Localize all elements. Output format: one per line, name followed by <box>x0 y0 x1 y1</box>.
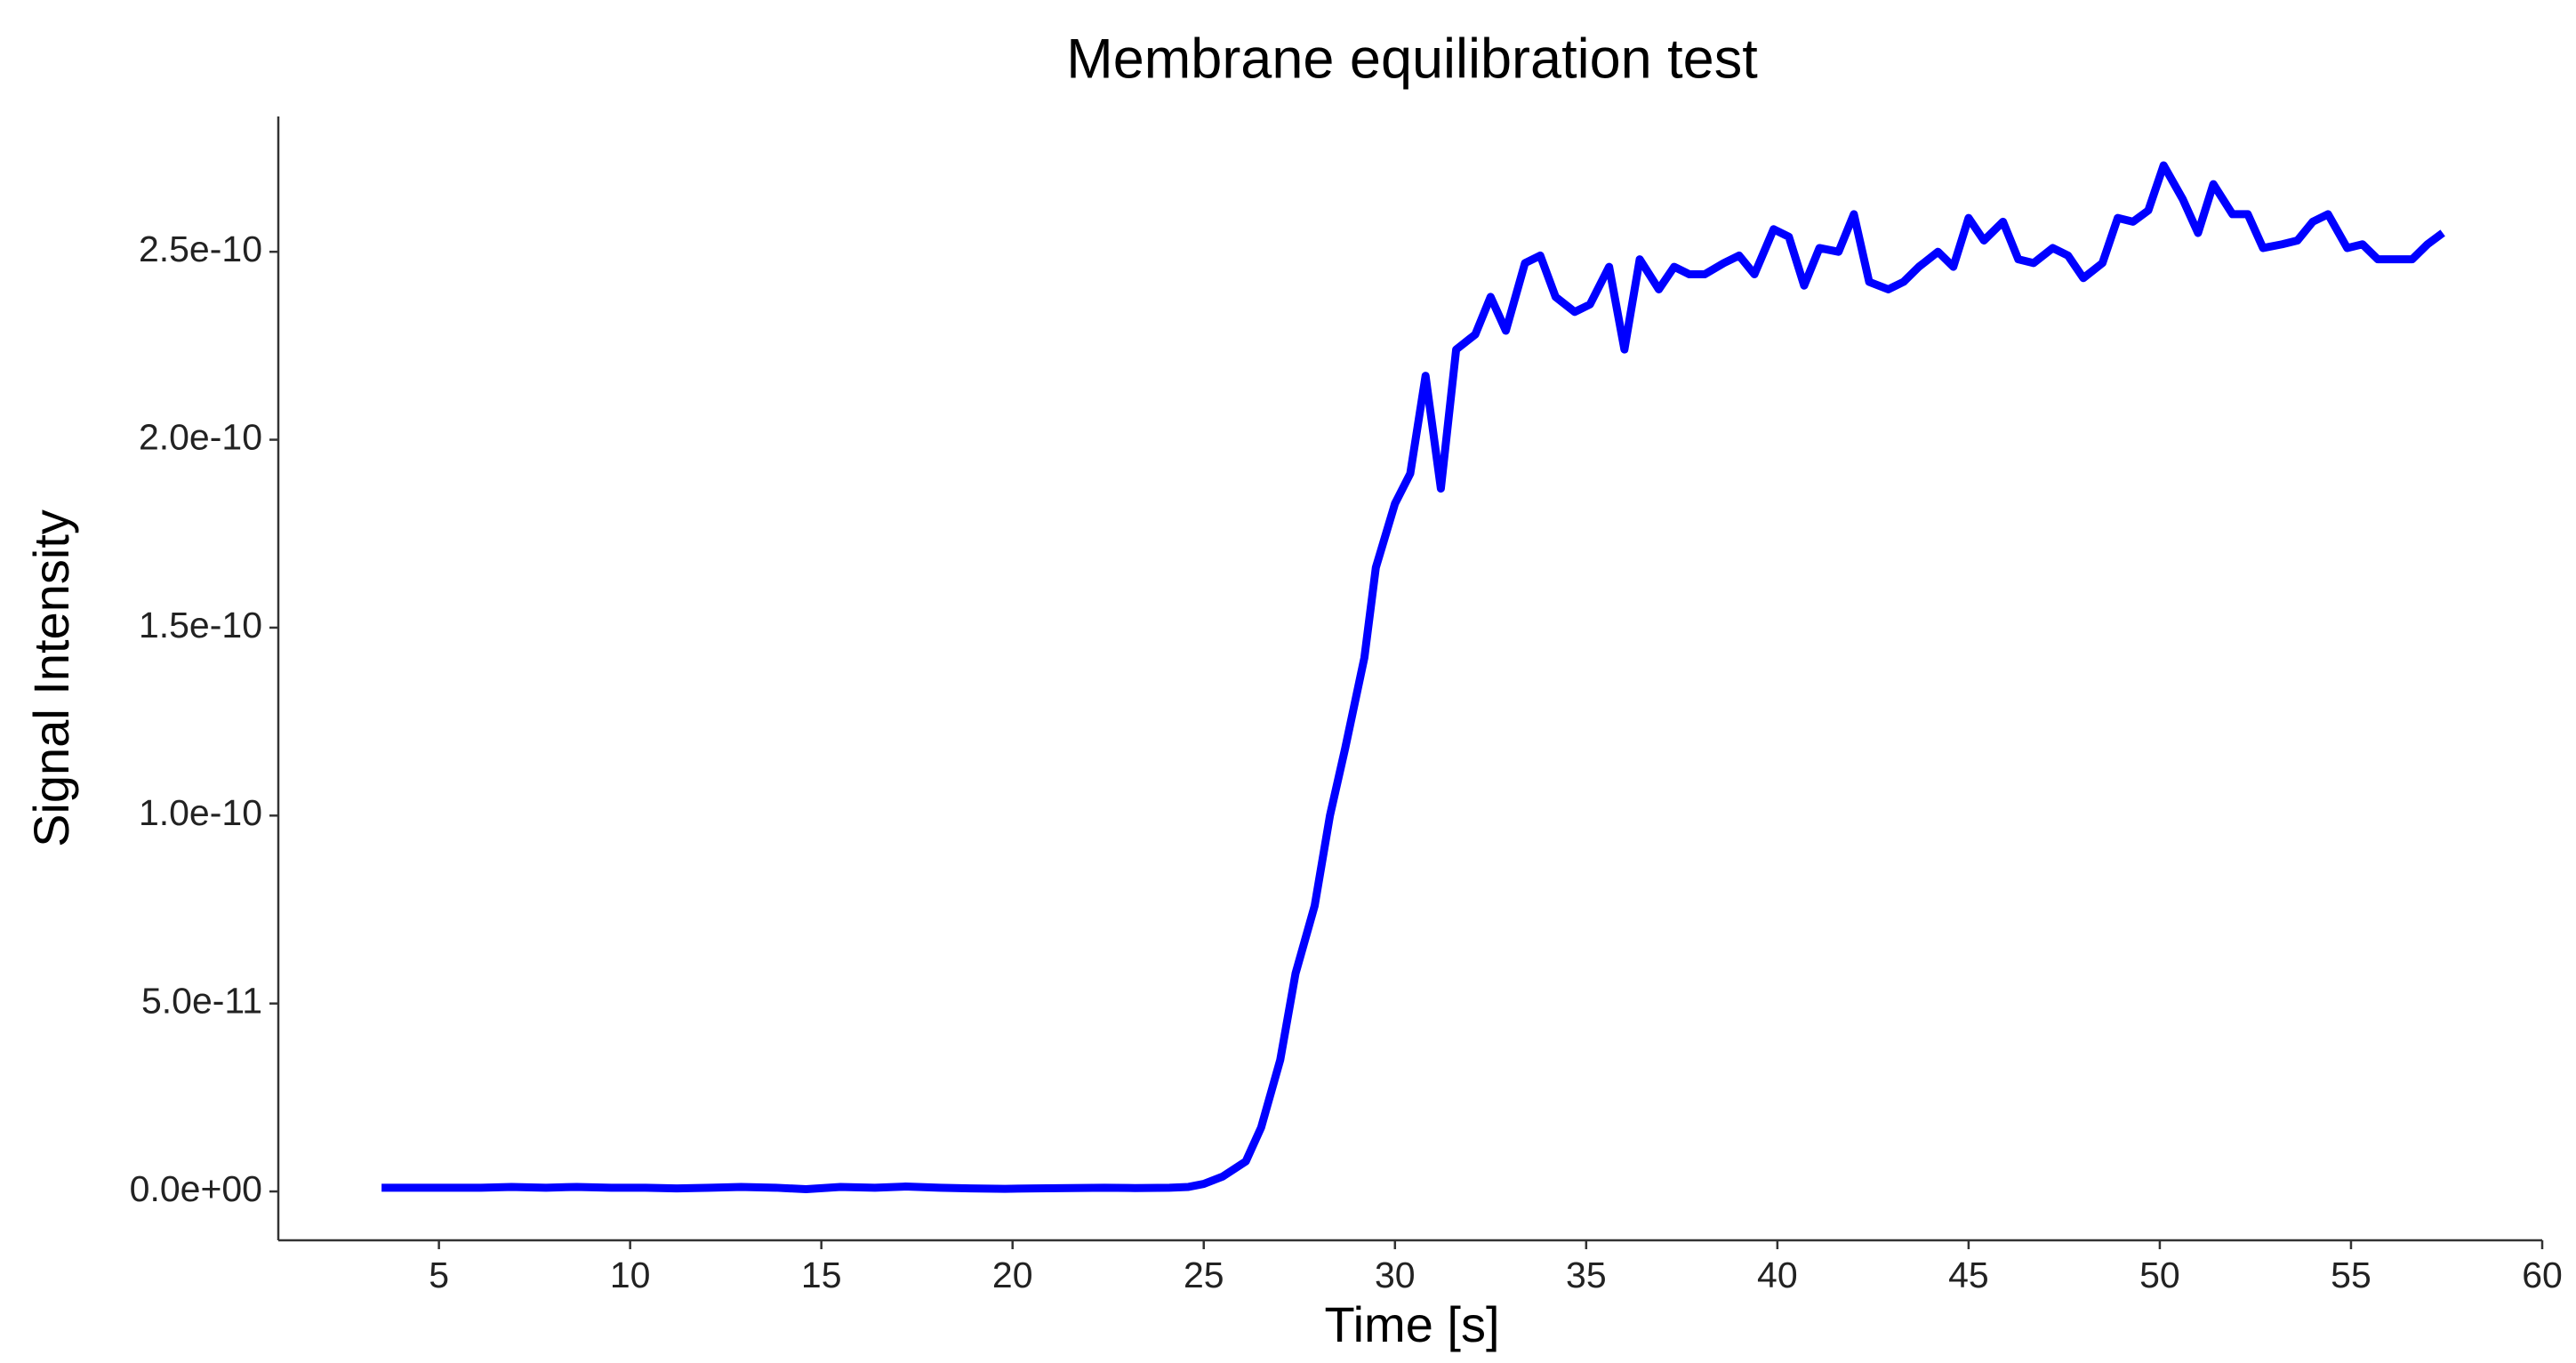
x-tick-label: 25 <box>1184 1255 1224 1295</box>
x-tick-label: 35 <box>1566 1255 1607 1295</box>
x-tick-label: 45 <box>1948 1255 1989 1295</box>
x-tick-label: 15 <box>801 1255 842 1295</box>
y-tick-label: 1.5e-10 <box>139 605 262 645</box>
x-tick-label: 40 <box>1757 1255 1798 1295</box>
y-tick-label: 1.0e-10 <box>139 792 262 833</box>
chart-title: Membrane equilibration test <box>1066 28 1758 91</box>
x-axis-label: Time [s] <box>1324 1296 1499 1352</box>
y-tick-label: 2.0e-10 <box>139 416 262 457</box>
y-tick-label: 5.0e-11 <box>141 981 262 1022</box>
y-axis-label: Signal Intensity <box>23 509 79 847</box>
data-line <box>381 161 2445 1194</box>
y-tick-label: 0.0e+00 <box>130 1168 262 1209</box>
x-tick-label: 50 <box>2139 1255 2180 1295</box>
x-tick-label: 20 <box>992 1255 1033 1295</box>
x-tick-label: 30 <box>1375 1255 1416 1295</box>
x-tick-label: 5 <box>429 1255 449 1295</box>
y-tick-label: 2.5e-10 <box>139 229 262 269</box>
x-tick-label: 55 <box>2331 1255 2371 1295</box>
x-tick-label: 60 <box>2522 1255 2563 1295</box>
x-tick-label: 10 <box>610 1255 651 1295</box>
